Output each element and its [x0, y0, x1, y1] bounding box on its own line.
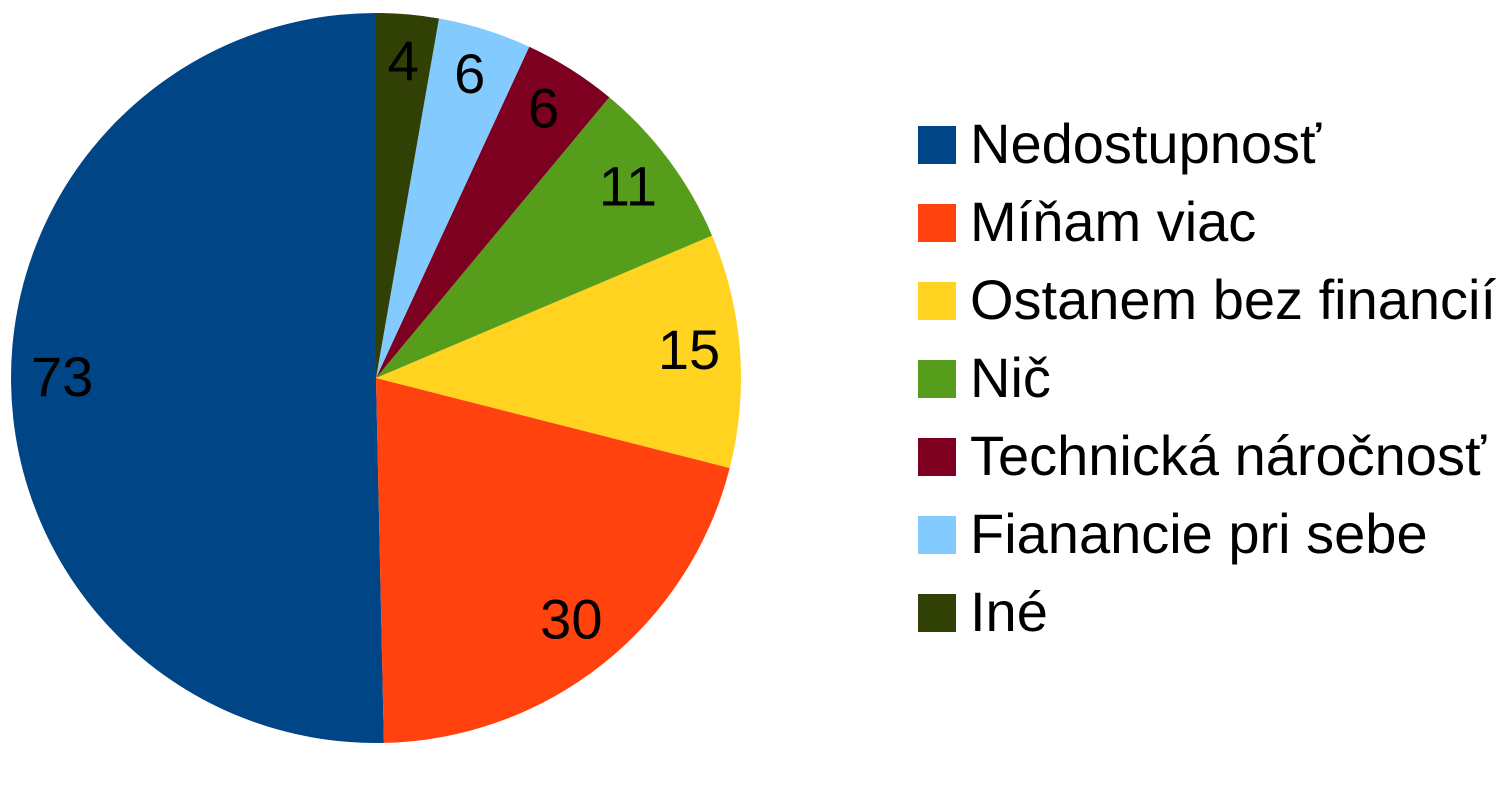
legend-item: Nič: [918, 342, 1506, 414]
legend-item: Iné: [918, 576, 1506, 648]
data-label: 15: [658, 318, 720, 381]
legend-swatch: [918, 204, 956, 242]
legend-label: Nedostupnosť: [970, 112, 1322, 175]
pie-slice: [376, 18, 530, 378]
data-label: 73: [31, 345, 93, 408]
pie-slice: [376, 13, 439, 378]
data-label: 6: [454, 42, 485, 105]
legend-swatch: [918, 360, 956, 398]
legend-swatch: [918, 282, 956, 320]
legend-label: Technická náročnosť: [970, 424, 1486, 487]
legend-swatch: [918, 594, 956, 632]
pie-slice: [376, 97, 713, 379]
legend-label: Míňam viac: [970, 190, 1257, 253]
data-label: 6: [528, 76, 559, 139]
pie-slice: [376, 378, 730, 743]
data-label: 4: [388, 29, 419, 92]
legend-label: Ostanem bez financií: [970, 268, 1497, 331]
legend: Nedostupnosť Míňam viac Ostanem bez financ…: [918, 108, 1506, 654]
legend-swatch: [918, 126, 956, 164]
legend-item: Nedostupnosť: [918, 108, 1506, 180]
pie-slice: [376, 46, 610, 378]
data-label: 30: [540, 588, 602, 651]
pie-slice: [376, 235, 741, 469]
legend-label: Nič: [970, 346, 1051, 409]
pie-slice: [11, 13, 384, 743]
legend-label: Iné: [970, 580, 1048, 643]
legend-swatch: [918, 516, 956, 554]
legend-item: Ostanem bez financií: [918, 264, 1506, 336]
legend-label: Fianancie pri sebe: [970, 502, 1428, 565]
data-label: 11: [599, 155, 657, 218]
legend-item: Míňam viac: [918, 186, 1506, 258]
legend-swatch: [918, 438, 956, 476]
legend-item: Technická náročnosť: [918, 420, 1506, 492]
legend-item: Fianancie pri sebe: [918, 498, 1506, 570]
